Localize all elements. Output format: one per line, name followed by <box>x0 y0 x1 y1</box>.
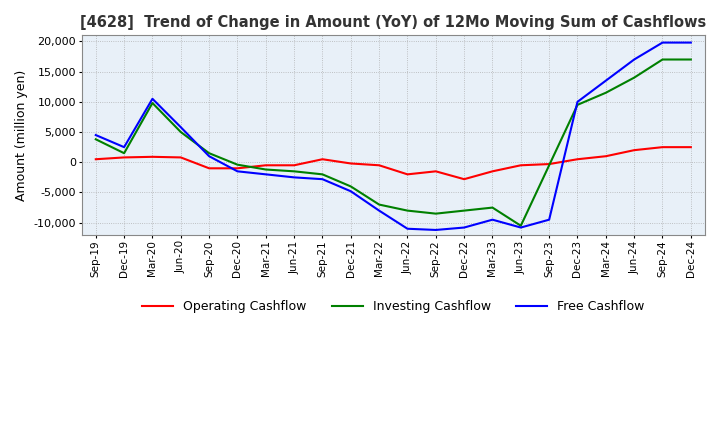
Investing Cashflow <box>375 202 384 207</box>
Investing Cashflow <box>148 100 157 106</box>
Investing Cashflow <box>290 169 299 174</box>
Operating Cashflow <box>545 161 554 167</box>
Investing Cashflow <box>630 75 639 80</box>
Free Cashflow <box>120 144 128 150</box>
Investing Cashflow <box>318 172 327 177</box>
Operating Cashflow <box>573 157 582 162</box>
Legend: Operating Cashflow, Investing Cashflow, Free Cashflow: Operating Cashflow, Investing Cashflow, … <box>137 295 649 318</box>
Free Cashflow <box>318 176 327 182</box>
Investing Cashflow <box>261 167 270 172</box>
Operating Cashflow <box>686 144 695 150</box>
Operating Cashflow <box>488 169 497 174</box>
Operating Cashflow <box>204 166 213 171</box>
Free Cashflow <box>290 175 299 180</box>
Operating Cashflow <box>346 161 355 166</box>
Investing Cashflow <box>431 211 440 216</box>
Free Cashflow <box>261 172 270 177</box>
Investing Cashflow <box>601 90 610 95</box>
Free Cashflow <box>658 40 667 45</box>
Investing Cashflow <box>488 205 497 210</box>
Operating Cashflow <box>630 147 639 153</box>
Investing Cashflow <box>204 150 213 156</box>
Investing Cashflow <box>658 57 667 62</box>
Free Cashflow <box>573 99 582 104</box>
Free Cashflow <box>148 96 157 102</box>
Line: Investing Cashflow: Investing Cashflow <box>96 59 690 226</box>
Operating Cashflow <box>91 157 100 162</box>
Free Cashflow <box>346 189 355 194</box>
Investing Cashflow <box>686 57 695 62</box>
Free Cashflow <box>686 40 695 45</box>
Operating Cashflow <box>148 154 157 159</box>
Operating Cashflow <box>375 163 384 168</box>
Free Cashflow <box>375 208 384 213</box>
Operating Cashflow <box>601 154 610 159</box>
Investing Cashflow <box>516 223 525 228</box>
Free Cashflow <box>403 226 412 231</box>
Investing Cashflow <box>233 162 242 167</box>
Operating Cashflow <box>176 155 185 160</box>
Operating Cashflow <box>261 163 270 168</box>
Free Cashflow <box>91 132 100 138</box>
Y-axis label: Amount (million yen): Amount (million yen) <box>15 70 28 201</box>
Free Cashflow <box>545 217 554 222</box>
Line: Free Cashflow: Free Cashflow <box>96 43 690 230</box>
Free Cashflow <box>516 225 525 230</box>
Operating Cashflow <box>233 166 242 171</box>
Investing Cashflow <box>545 163 554 168</box>
Line: Operating Cashflow: Operating Cashflow <box>96 147 690 179</box>
Investing Cashflow <box>460 208 469 213</box>
Free Cashflow <box>460 225 469 230</box>
Operating Cashflow <box>658 144 667 150</box>
Free Cashflow <box>204 154 213 159</box>
Investing Cashflow <box>403 208 412 213</box>
Investing Cashflow <box>573 102 582 107</box>
Free Cashflow <box>233 169 242 174</box>
Operating Cashflow <box>290 163 299 168</box>
Operating Cashflow <box>403 172 412 177</box>
Free Cashflow <box>488 217 497 222</box>
Operating Cashflow <box>460 176 469 182</box>
Free Cashflow <box>601 78 610 83</box>
Title: [4628]  Trend of Change in Amount (YoY) of 12Mo Moving Sum of Cashflows: [4628] Trend of Change in Amount (YoY) o… <box>80 15 706 30</box>
Operating Cashflow <box>431 169 440 174</box>
Investing Cashflow <box>91 137 100 142</box>
Free Cashflow <box>431 227 440 233</box>
Investing Cashflow <box>120 150 128 156</box>
Operating Cashflow <box>516 163 525 168</box>
Operating Cashflow <box>120 155 128 160</box>
Operating Cashflow <box>318 157 327 162</box>
Free Cashflow <box>630 57 639 62</box>
Free Cashflow <box>176 125 185 130</box>
Investing Cashflow <box>176 129 185 135</box>
Investing Cashflow <box>346 184 355 189</box>
